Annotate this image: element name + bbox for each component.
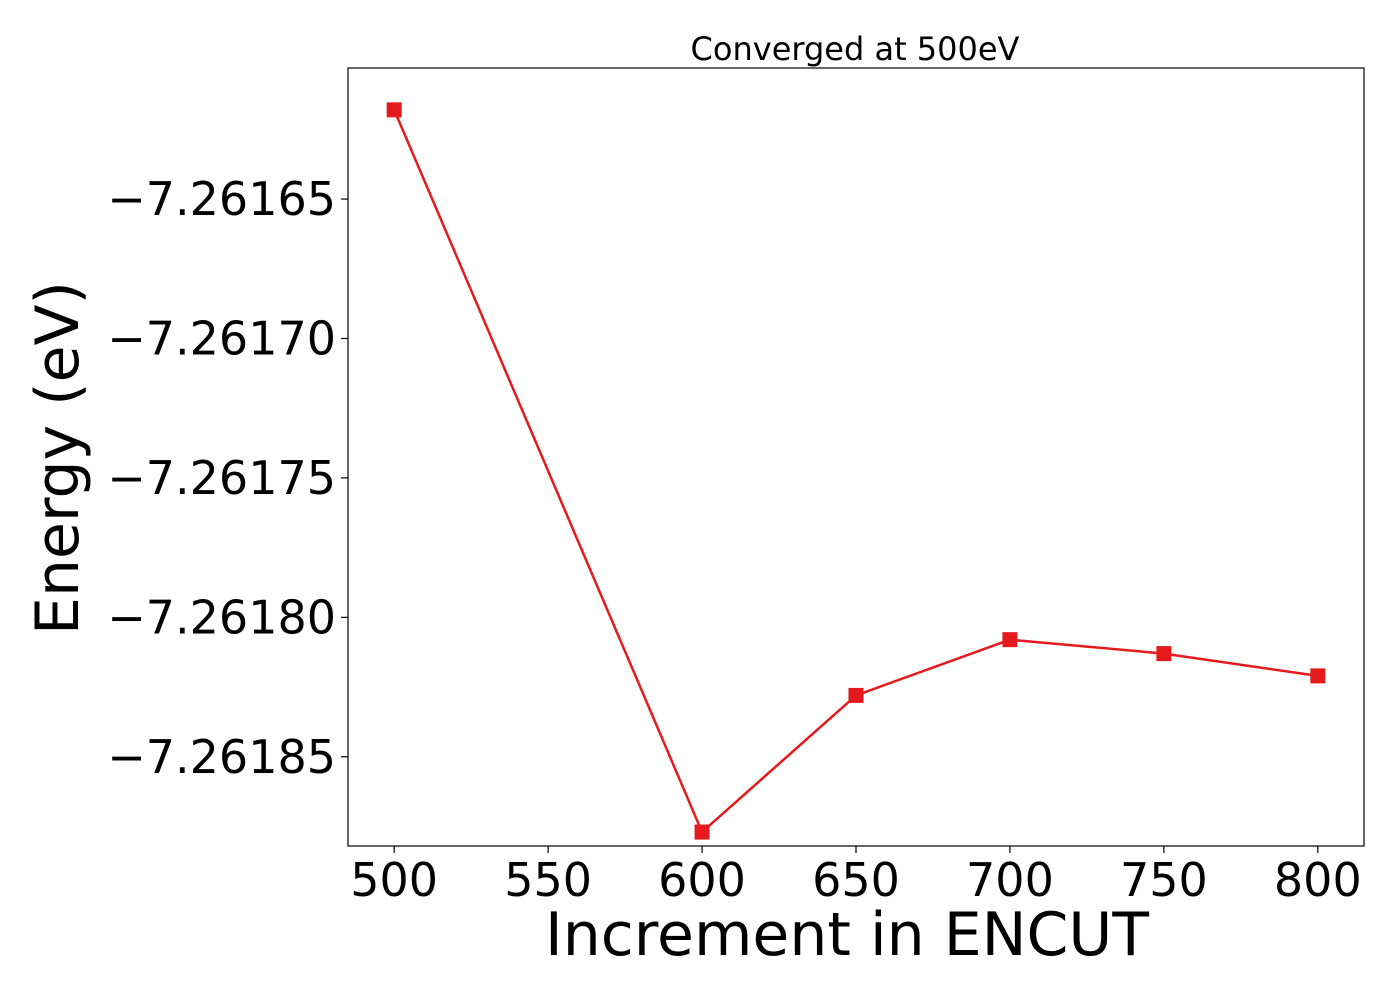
y-axis-ticks: −7.26165 −7.26170 −7.26175 −7.26180 −7.26185 [107, 172, 348, 784]
series-layer [386, 102, 1326, 840]
x-tick-label: 750 [1120, 853, 1208, 907]
y-tick-label: −7.26185 [107, 730, 336, 784]
x-tick-label: 600 [658, 853, 746, 907]
data-point-marker [1310, 668, 1326, 684]
data-point-marker [848, 687, 864, 703]
x-axis-ticks: 500 550 600 650 700 750 800 [350, 846, 1362, 907]
plot-area-frame [347, 67, 1365, 847]
data-point-marker [1002, 632, 1018, 648]
x-tick-label: 800 [1274, 853, 1362, 907]
x-tick-label: 550 [504, 853, 592, 907]
y-tick-label: −7.26175 [107, 451, 336, 505]
y-axis-label: Energy (eV) [23, 281, 93, 635]
x-tick-label: 500 [350, 853, 438, 907]
x-tick-label: 650 [812, 853, 900, 907]
data-point-marker [694, 824, 710, 840]
chart-title: Converged at 500eV [691, 30, 1020, 68]
x-axis-label: Increment in ENCUT [545, 900, 1149, 970]
y-tick-label: −7.26180 [107, 590, 336, 644]
y-tick-label: −7.26165 [107, 172, 336, 226]
x-tick-label: 700 [966, 853, 1054, 907]
data-point-marker [386, 102, 402, 118]
y-tick-label: −7.26170 [107, 311, 336, 365]
data-point-marker [1156, 646, 1172, 662]
series-line [393, 109, 1318, 835]
